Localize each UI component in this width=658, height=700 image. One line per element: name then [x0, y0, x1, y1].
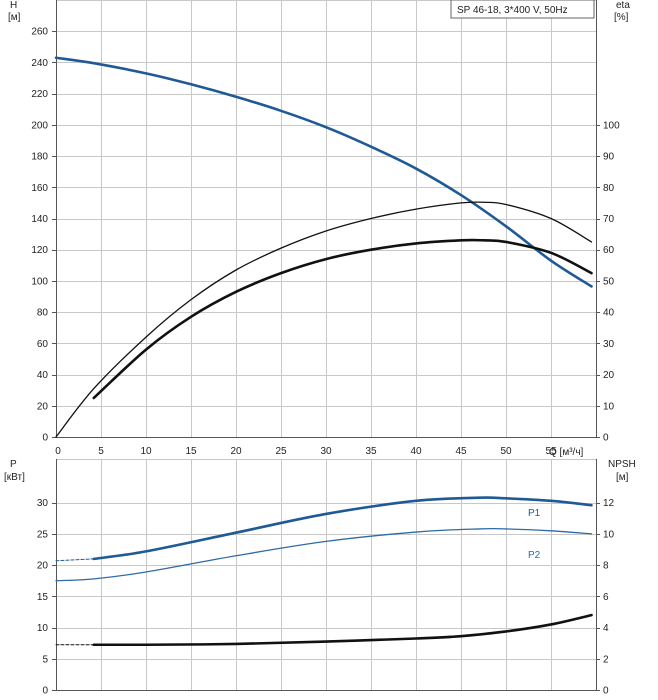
left-tick-label-120: 120: [31, 245, 48, 256]
series-1-2-p2: [55, 527, 593, 582]
left-tick-label-20: 20: [37, 401, 49, 412]
x-tick-label-40: 40: [410, 446, 422, 457]
right-tick-label-40: 40: [603, 308, 615, 319]
right-tick-label-0: 0: [603, 686, 609, 697]
series-1-3: [92, 613, 593, 647]
series-1-1: [55, 558, 95, 562]
pump-model-label: SP 46-18, 3*400 V, 50Hz: [457, 5, 568, 16]
x-tick-label-20: 20: [230, 446, 242, 457]
x-tick-label-25: 25: [275, 446, 287, 457]
left-axis-label-h: H: [10, 0, 17, 11]
left-tick-label-160: 160: [31, 183, 48, 194]
pump-legend-box: SP 46-18, 3*400 V, 50Hz: [450, 0, 595, 19]
right-axis-label-eta: eta: [616, 0, 630, 11]
x-axis-label: Q [м³/ч]: [549, 447, 584, 458]
left-tick-label-100: 100: [31, 276, 48, 287]
bottom-grid: [56, 459, 597, 691]
left-tick-label-140: 140: [31, 214, 48, 225]
right-axis-unit-percent: [%]: [614, 12, 629, 23]
right-axis-unit-m: [м]: [616, 472, 629, 483]
right-tick-label-4: 4: [603, 623, 609, 634]
right-tick-label-10: 10: [603, 529, 615, 540]
right-tick-label-90: 90: [603, 152, 615, 163]
bottom-series: [55, 496, 593, 647]
x-tick-label-45: 45: [455, 446, 467, 457]
x-tick-label-10: 10: [140, 446, 152, 457]
right-tick-label-2: 2: [603, 654, 609, 665]
right-tick-label-70: 70: [603, 214, 615, 225]
left-tick-label-180: 180: [31, 152, 48, 163]
series-0-0: [54, 56, 593, 288]
series-0-2: [55, 201, 593, 438]
top-tick-labels: 0204060801001201401601802002202402600102…: [31, 27, 620, 457]
x-tick-label-0: 0: [55, 446, 61, 457]
right-tick-label-6: 6: [603, 592, 609, 603]
head-efficiency-panel: 0204060801001201401601802002202402600102…: [8, 0, 630, 458]
left-tick-label-40: 40: [37, 370, 49, 381]
right-tick-label-8: 8: [603, 561, 609, 572]
right-tick-label-80: 80: [603, 183, 615, 194]
left-tick-label-220: 220: [31, 89, 48, 100]
x-tick-label-15: 15: [185, 446, 197, 457]
x-tick-label-50: 50: [500, 446, 512, 457]
top-series: [54, 56, 593, 438]
left-tick-label-10: 10: [37, 623, 49, 634]
series-label-p1: P1: [528, 508, 541, 519]
right-tick-label-12: 12: [603, 498, 615, 509]
right-tick-label-0: 0: [603, 433, 609, 444]
left-tick-label-0: 0: [42, 686, 48, 697]
left-tick-label-60: 60: [37, 339, 49, 350]
left-tick-label-240: 240: [31, 58, 48, 69]
left-tick-label-0: 0: [42, 433, 48, 444]
left-tick-label-15: 15: [37, 592, 49, 603]
power-npsh-panel: 0 5 10 15 20 25 30 0 2 4 6 8 10 12 P [кВт] NPSH [м] P…: [4, 459, 636, 697]
left-tick-label-200: 200: [31, 120, 48, 131]
series-1-0-p1: [92, 496, 593, 561]
x-tick-label-30: 30: [320, 446, 332, 457]
right-tick-label-100: 100: [603, 120, 620, 131]
left-tick-label-5: 5: [42, 654, 48, 665]
right-tick-label-20: 20: [603, 370, 615, 381]
left-tick-label-80: 80: [37, 308, 49, 319]
series-0-3: [92, 238, 593, 400]
right-tick-label-30: 30: [603, 339, 615, 350]
left-axis-unit-m: [м]: [8, 12, 21, 23]
left-axis-label-p: P: [10, 459, 17, 470]
x-tick-label-5: 5: [98, 446, 104, 457]
left-tick-label-260: 260: [31, 27, 48, 38]
bottom-tick-labels: 0 5 10 15 20 25 30 0 2 4 6 8 10 12: [37, 498, 615, 696]
series-label-p2: P2: [528, 550, 541, 561]
left-tick-label-30: 30: [37, 498, 49, 509]
left-axis-unit-kw: [кВт]: [4, 472, 25, 483]
right-tick-label-10: 10: [603, 401, 615, 412]
right-tick-label-50: 50: [603, 276, 615, 287]
left-tick-label-25: 25: [37, 529, 49, 540]
x-tick-label-55: 55: [545, 446, 557, 457]
series-0-1: [55, 57, 95, 64]
right-axis-label-npsh: NPSH: [608, 459, 636, 470]
right-tick-label-60: 60: [603, 245, 615, 256]
left-tick-label-20: 20: [37, 561, 49, 572]
x-tick-label-35: 35: [365, 446, 377, 457]
